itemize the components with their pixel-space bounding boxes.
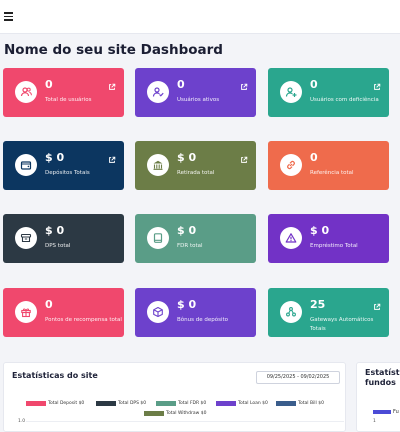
- funds-statistics-panel: Estatísticas fundos Fu 1: [356, 362, 400, 432]
- funds-y-axis-tick: 1: [373, 419, 376, 424]
- legend-label: Total Withdraw $0: [166, 411, 207, 416]
- legend-label: Total FDR $0: [178, 401, 207, 406]
- external-link-icon[interactable]: [108, 149, 116, 163]
- legend-item[interactable]: Total FDR $0: [156, 401, 206, 407]
- warning-icon: [280, 227, 302, 249]
- site-statistics-panel: Estatísticas do site 09/25/2025 - 09/02/…: [3, 362, 346, 432]
- card-value: 0: [177, 78, 185, 91]
- card-label: Bônus de depósito: [177, 317, 228, 323]
- legend-label: Total Deposit $0: [48, 401, 85, 406]
- page-title: Nome do seu site Dashboard: [4, 42, 223, 58]
- card-emprestimo-total[interactable]: $ 0 Empréstimo Total: [268, 214, 389, 263]
- card-value: 0: [45, 298, 53, 311]
- legend-swatch: [96, 401, 116, 406]
- card-label: Pontos de recompensa total: [45, 317, 122, 323]
- card-fdr-total[interactable]: $ 0 FDR total: [135, 214, 256, 263]
- funds-legend-item[interactable]: Fu: [373, 409, 399, 415]
- external-link-icon[interactable]: [240, 76, 248, 90]
- users-icon: [15, 81, 37, 103]
- card-value: 25: [310, 298, 326, 311]
- chart-gridline: [26, 421, 344, 422]
- card-label: Empréstimo Total: [310, 243, 358, 249]
- card-gateways-automaticos[interactable]: 25 Gateways Automáticos Totais: [268, 288, 389, 337]
- legend-item[interactable]: Total Loan $0: [216, 401, 268, 407]
- user-check-icon: [147, 81, 169, 103]
- hamburger-icon[interactable]: [4, 12, 13, 21]
- legend-swatch: [26, 401, 46, 406]
- box-icon: [147, 301, 169, 323]
- card-label: Depósitos Totais: [45, 170, 90, 176]
- legend-item[interactable]: Total DPS $0: [96, 401, 146, 407]
- card-value: $ 0: [177, 298, 197, 311]
- card-referencia-total[interactable]: 0 Referência total: [268, 141, 389, 190]
- external-link-icon[interactable]: [240, 149, 248, 163]
- card-value: $ 0: [177, 151, 197, 164]
- external-link-icon[interactable]: [373, 76, 381, 90]
- card-value: $ 0: [45, 151, 65, 164]
- link-icon: [280, 154, 302, 176]
- card-pontos-recompensa[interactable]: 0 Pontos de recompensa total: [3, 288, 124, 337]
- wallet-icon: [15, 154, 37, 176]
- y-axis-tick: 1.0: [18, 419, 26, 424]
- card-label: Usuários ativos: [177, 97, 220, 103]
- card-value: $ 0: [45, 224, 65, 237]
- card-total-usuarios[interactable]: 0 Total de usuários: [3, 68, 124, 117]
- card-retirada-total[interactable]: $ 0 Retirada total: [135, 141, 256, 190]
- card-label: Gateways Automáticos Totais: [310, 317, 374, 332]
- date-range-picker[interactable]: 09/25/2025 - 09/02/2025: [256, 371, 340, 384]
- card-value: $ 0: [310, 224, 330, 237]
- gift-icon: [15, 301, 37, 323]
- card-label: DPS total: [45, 243, 71, 249]
- site-statistics-title: Estatísticas do site: [12, 371, 98, 380]
- card-label: FDR total: [177, 243, 203, 249]
- card-usuarios-ativos[interactable]: 0 Usuários ativos: [135, 68, 256, 117]
- legend-label: Total DPS $0: [118, 401, 147, 406]
- external-link-icon[interactable]: [373, 296, 381, 310]
- card-value: $ 0: [177, 224, 197, 237]
- legend-label: Total Bill $0: [298, 401, 324, 406]
- card-bonus-deposito[interactable]: $ 0 Bônus de depósito: [135, 288, 256, 337]
- legend-item[interactable]: Total Withdraw $0: [144, 411, 206, 417]
- legend-label: Total Loan $0: [238, 401, 268, 406]
- legend-swatch: [156, 401, 176, 406]
- card-value: 0: [45, 78, 53, 91]
- external-link-icon[interactable]: [108, 76, 116, 90]
- card-depositos-totais[interactable]: $ 0 Depósitos Totais: [3, 141, 124, 190]
- legend-swatch: [144, 411, 164, 416]
- card-value: 0: [310, 151, 318, 164]
- book-icon: [147, 227, 169, 249]
- user-plus-icon: [280, 81, 302, 103]
- legend-swatch: [216, 401, 236, 406]
- card-usuarios-deficiencia[interactable]: 0 Usuários com deficiência: [268, 68, 389, 117]
- legend-item[interactable]: Total Deposit $0: [26, 401, 84, 407]
- funds-statistics-title: Estatísticas fundos: [365, 368, 400, 387]
- card-dps-total[interactable]: $ 0 DPS total: [3, 214, 124, 263]
- funds-legend-label: Fu: [393, 409, 399, 415]
- legend-swatch: [373, 409, 391, 414]
- legend-item[interactable]: Total Bill $0: [276, 401, 324, 407]
- card-label: Retirada total: [177, 170, 215, 176]
- card-label: Usuários com deficiência: [310, 97, 379, 103]
- bank-icon: [147, 154, 169, 176]
- share-icon: [280, 301, 302, 323]
- card-label: Referência total: [310, 170, 354, 176]
- legend-swatch: [276, 401, 296, 406]
- archive-icon: [15, 227, 37, 249]
- card-label: Total de usuários: [45, 97, 92, 103]
- top-bar: [0, 0, 400, 34]
- card-value: 0: [310, 78, 318, 91]
